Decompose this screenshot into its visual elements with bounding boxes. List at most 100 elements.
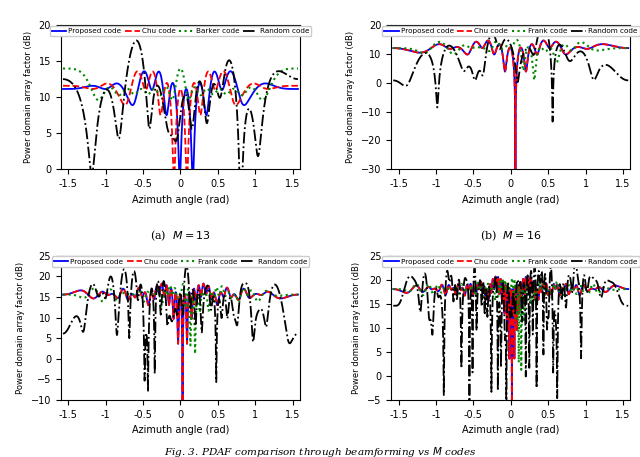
Frank code <box>287 292 294 298</box>
Random code <box>617 298 625 304</box>
Random code <box>625 303 632 308</box>
Proposed code <box>294 86 302 92</box>
Random code <box>560 282 568 287</box>
Barker code <box>171 89 179 95</box>
Random code <box>160 104 168 110</box>
Proposed code <box>59 292 67 298</box>
Proposed code <box>605 43 613 48</box>
Proposed code <box>287 293 294 298</box>
Line: Chu code: Chu code <box>393 276 628 436</box>
Proposed code <box>488 284 496 290</box>
Chu code <box>158 281 166 287</box>
Line: Barker code: Barker code <box>63 69 298 100</box>
Proposed code <box>501 296 509 302</box>
Random code <box>605 278 613 284</box>
Random code <box>389 78 397 83</box>
Chu code <box>294 292 302 298</box>
Chu code <box>605 287 613 292</box>
Proposed code <box>490 52 498 57</box>
Random code <box>237 267 244 273</box>
Barker code <box>230 86 237 91</box>
Proposed code <box>501 69 509 74</box>
Line: Frank code: Frank code <box>63 284 298 354</box>
Frank code <box>501 278 509 283</box>
Chu code <box>540 38 547 43</box>
Random code <box>158 94 166 100</box>
X-axis label: Azimuth angle (rad): Azimuth angle (rad) <box>132 425 229 435</box>
Line: Random code: Random code <box>63 266 298 392</box>
Chu code <box>171 170 179 175</box>
Frank code <box>518 367 525 372</box>
Proposed code <box>200 281 207 287</box>
Chu code <box>275 84 283 90</box>
Chu code <box>200 281 207 287</box>
Random code <box>294 76 302 82</box>
Chu code <box>488 284 496 290</box>
Proposed code <box>490 285 498 290</box>
Chu code <box>488 46 496 51</box>
Proposed code <box>227 69 234 74</box>
Proposed code <box>158 281 166 287</box>
Proposed code <box>287 86 294 92</box>
Chu code <box>287 293 294 298</box>
Frank code <box>605 46 613 52</box>
Proposed code <box>617 45 625 50</box>
Chu code <box>605 43 613 48</box>
Random code <box>294 331 302 336</box>
Text: (b)  $M = 16$: (b) $M = 16$ <box>480 228 541 243</box>
Proposed code <box>560 287 568 292</box>
Line: Frank code: Frank code <box>393 40 628 80</box>
Chu code <box>490 52 498 57</box>
Proposed code <box>605 287 613 292</box>
Chu code <box>492 274 499 279</box>
Proposed code <box>617 285 625 290</box>
Proposed code <box>560 51 568 56</box>
Proposed code <box>171 299 179 304</box>
Proposed code <box>171 86 179 91</box>
Random code <box>59 331 67 336</box>
Proposed code <box>176 181 184 187</box>
Random code <box>59 76 67 82</box>
Frank code <box>389 45 397 51</box>
Frank code <box>508 275 516 281</box>
Barker code <box>287 66 294 71</box>
Chu code <box>230 100 237 106</box>
Y-axis label: Power domain array factor (dB): Power domain array factor (dB) <box>346 31 355 163</box>
Proposed code <box>508 434 516 439</box>
Frank code <box>625 287 632 292</box>
Line: Proposed code: Proposed code <box>393 276 628 436</box>
Chu code <box>160 291 168 296</box>
Frank code <box>617 287 625 292</box>
Line: Proposed code: Proposed code <box>63 284 298 457</box>
Random code <box>275 289 283 295</box>
Random code <box>171 307 179 312</box>
Random code <box>144 389 152 394</box>
Frank code <box>513 37 520 43</box>
Chu code <box>59 292 67 298</box>
Random code <box>625 78 632 83</box>
Random code <box>539 22 547 27</box>
Chu code <box>511 202 519 207</box>
Y-axis label: Power domain array factor (dB): Power domain array factor (dB) <box>353 262 362 394</box>
Line: Random code: Random code <box>393 25 628 122</box>
Random code <box>287 340 294 345</box>
Random code <box>160 278 168 284</box>
Frank code <box>625 45 632 51</box>
Barker code <box>275 70 283 76</box>
Line: Chu code: Chu code <box>63 71 298 184</box>
Proposed code <box>158 77 166 82</box>
Random code <box>605 64 613 69</box>
Proposed code <box>294 292 302 298</box>
Line: Proposed code: Proposed code <box>63 71 298 184</box>
Legend: Proposed code, Chu code, Frank code, Random code: Proposed code, Chu code, Frank code, Ran… <box>382 26 639 36</box>
Frank code <box>490 41 498 47</box>
Frank code <box>531 77 538 83</box>
Chu code <box>617 285 625 290</box>
Proposed code <box>275 296 283 301</box>
Random code <box>132 38 140 43</box>
Chu code <box>490 285 498 290</box>
Y-axis label: Power domain array factor (dB): Power domain array factor (dB) <box>16 262 25 394</box>
Text: Fig. 3. PDAF comparison through beamforming vs $M$ codes: Fig. 3. PDAF comparison through beamform… <box>164 445 476 457</box>
Frank code <box>275 293 283 298</box>
Random code <box>501 337 509 343</box>
